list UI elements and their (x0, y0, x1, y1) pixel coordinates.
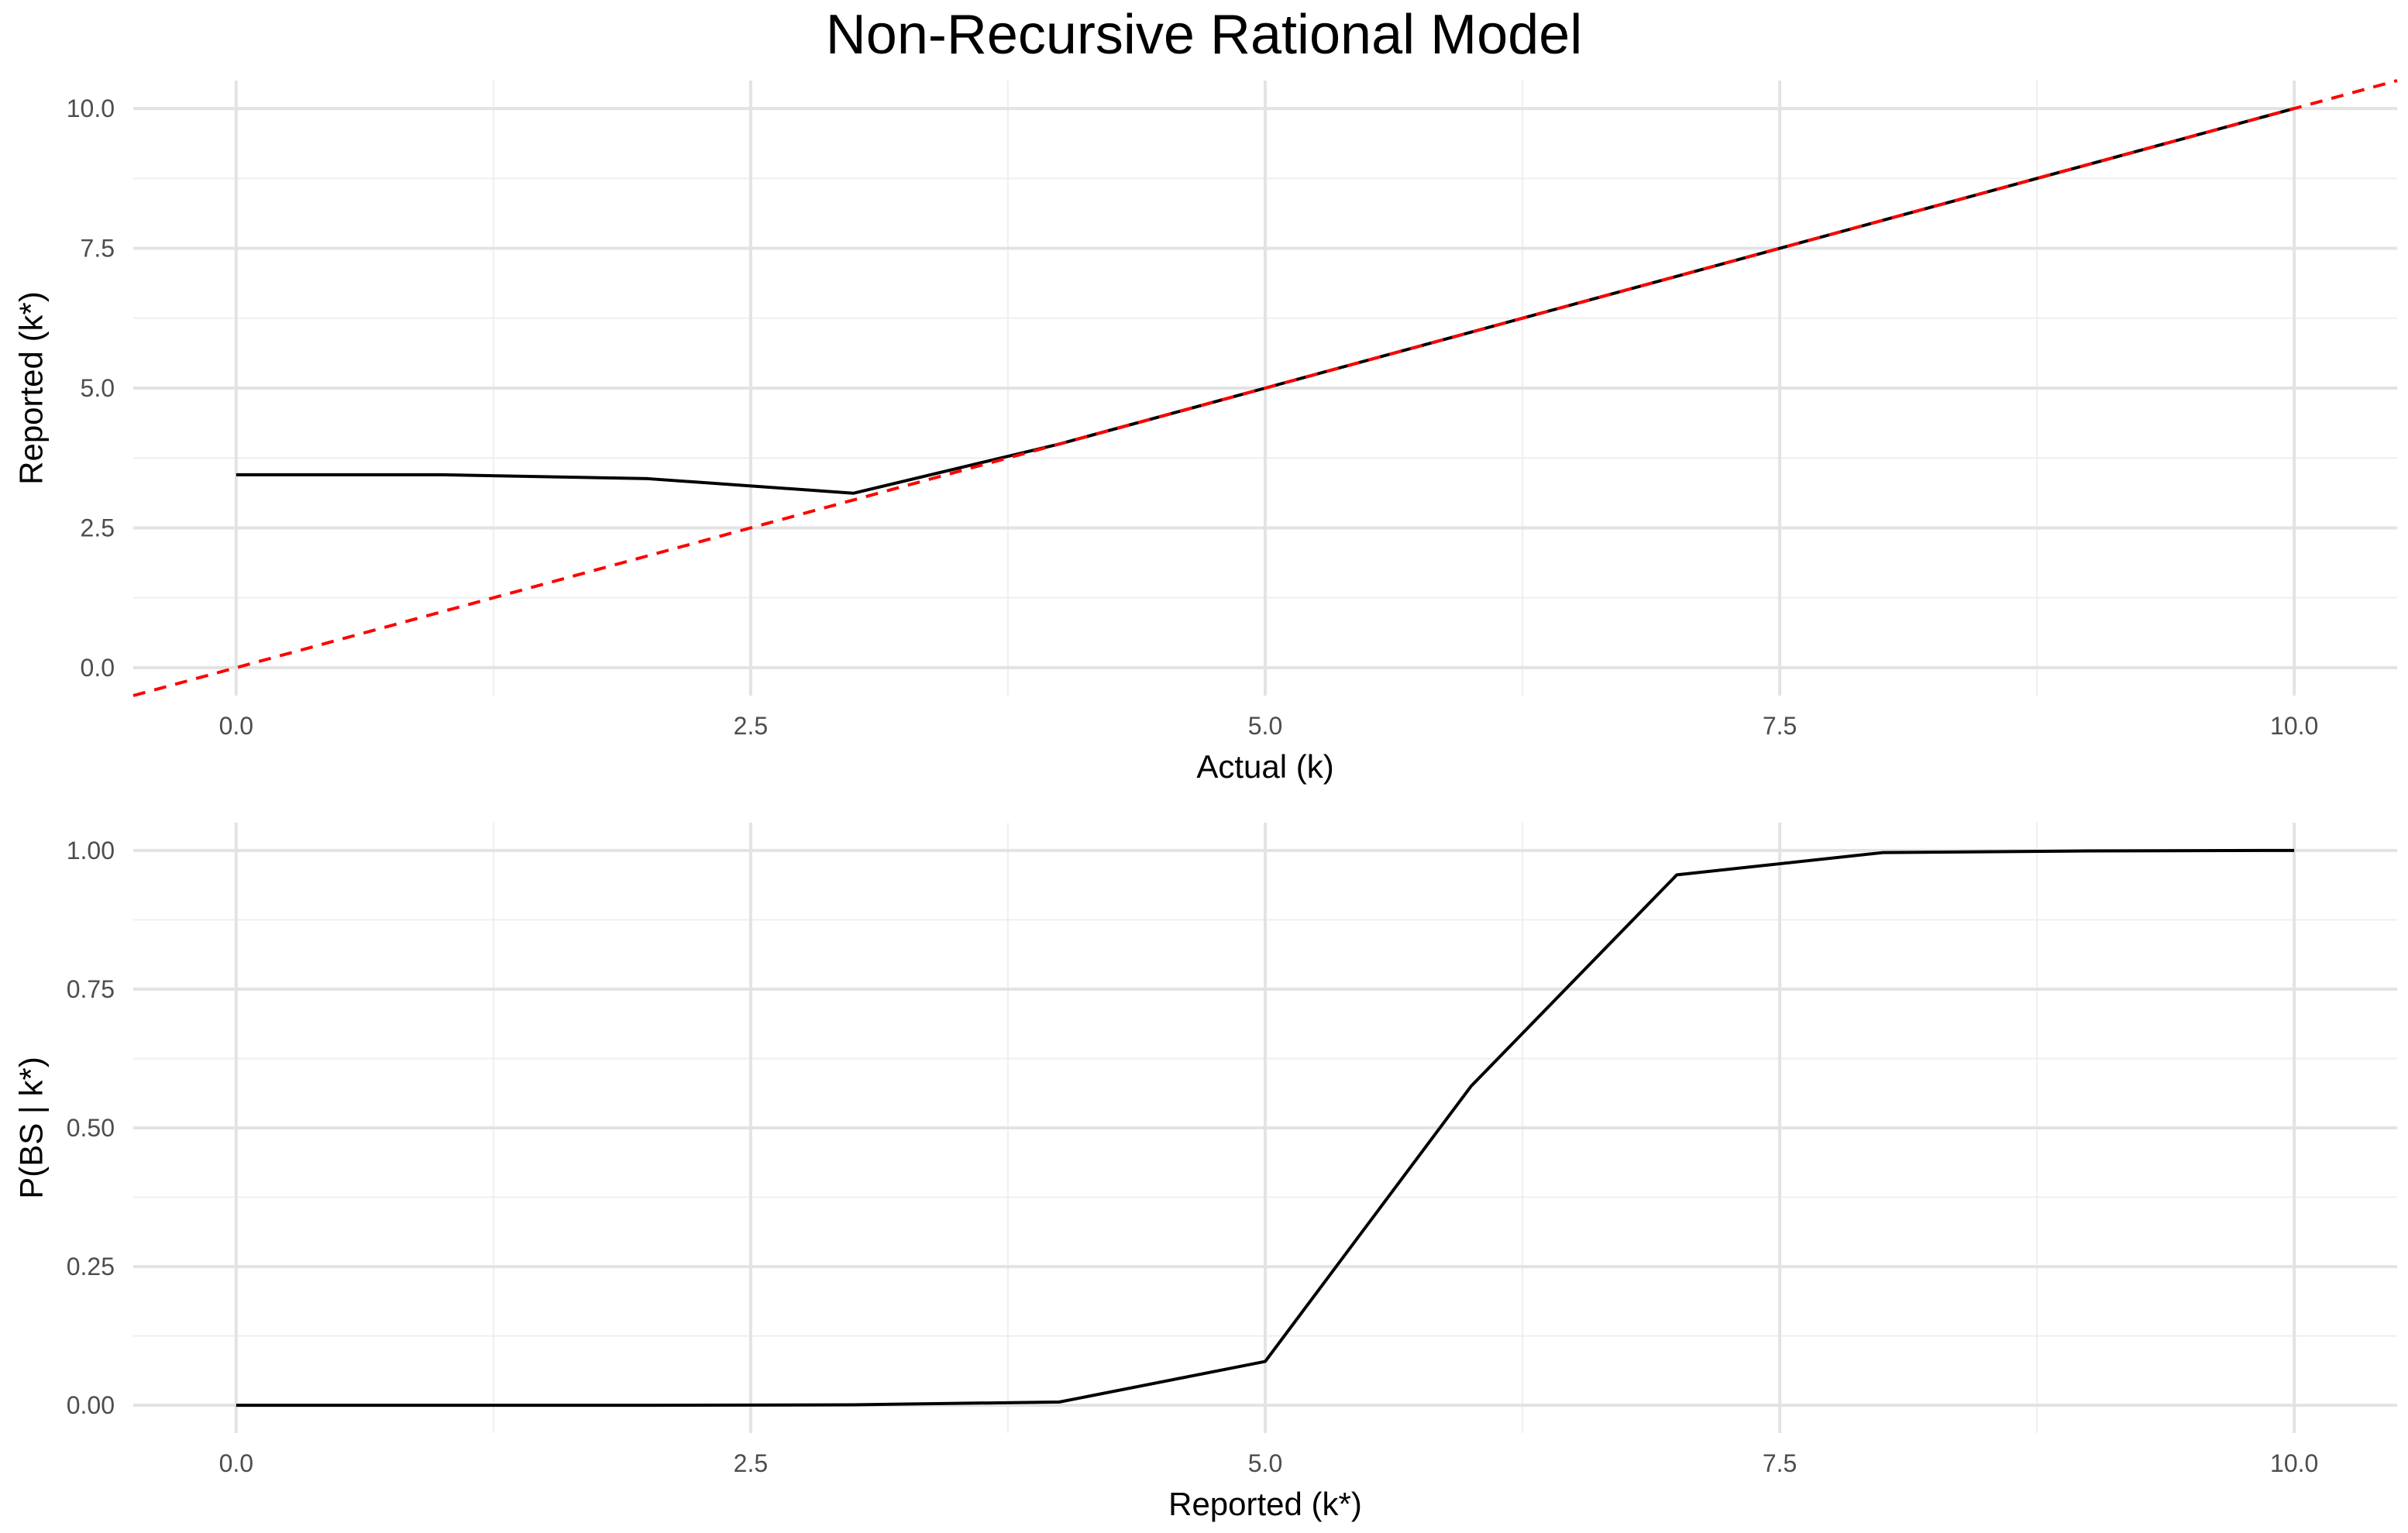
y-tick-label: 5.0 (81, 374, 115, 402)
bottom-panel: 0.0 2.5 5.0 7.5 10.0 0.00 0.25 0.50 0.75 1.00 Repo… (13, 823, 2397, 1522)
y-tick-label: 10.0 (67, 95, 115, 122)
series-line (236, 848, 2295, 1408)
x-tick-label: 7.5 (1763, 1449, 1797, 1477)
x-tick-label: 5.0 (1248, 712, 1282, 740)
y-tick-label: 1.00 (67, 837, 115, 864)
top-panel: 0.0 2.5 5.0 7.5 10.0 0.0 2.5 5.0 7.5 10.0 Actual (… (13, 79, 2398, 785)
y-tick-label: 0.75 (67, 975, 115, 1003)
y-tick-label: 0.50 (67, 1114, 115, 1142)
y-tick-label: 2.5 (81, 514, 115, 541)
x-tick-label: 10.0 (2270, 712, 2318, 740)
y-tick-label: 0.0 (81, 654, 115, 682)
y-axis-title: P(BS | k*) (13, 1057, 50, 1199)
y-axis-title: Reported (k*) (13, 291, 50, 485)
x-tick-label: 2.5 (734, 1449, 768, 1477)
x-tick-label: 2.5 (734, 712, 768, 740)
x-tick-label: 0.0 (219, 1449, 253, 1477)
y-tick-label: 0.00 (67, 1391, 115, 1419)
x-tick-label: 0.0 (219, 712, 253, 740)
grid (133, 823, 2397, 1433)
x-tick-label: 5.0 (1248, 1449, 1282, 1477)
x-tick-label: 7.5 (1763, 712, 1797, 740)
x-tick-label: 10.0 (2270, 1449, 2318, 1477)
x-axis-title: Actual (k) (1196, 748, 1333, 785)
x-axis-title: Reported (k*) (1168, 1486, 1362, 1522)
y-tick-label: 0.25 (67, 1253, 115, 1280)
reference-line (132, 79, 2398, 697)
page-title: Non-Recursive Rational Model (825, 4, 1583, 66)
y-tick-label: 7.5 (81, 235, 115, 263)
